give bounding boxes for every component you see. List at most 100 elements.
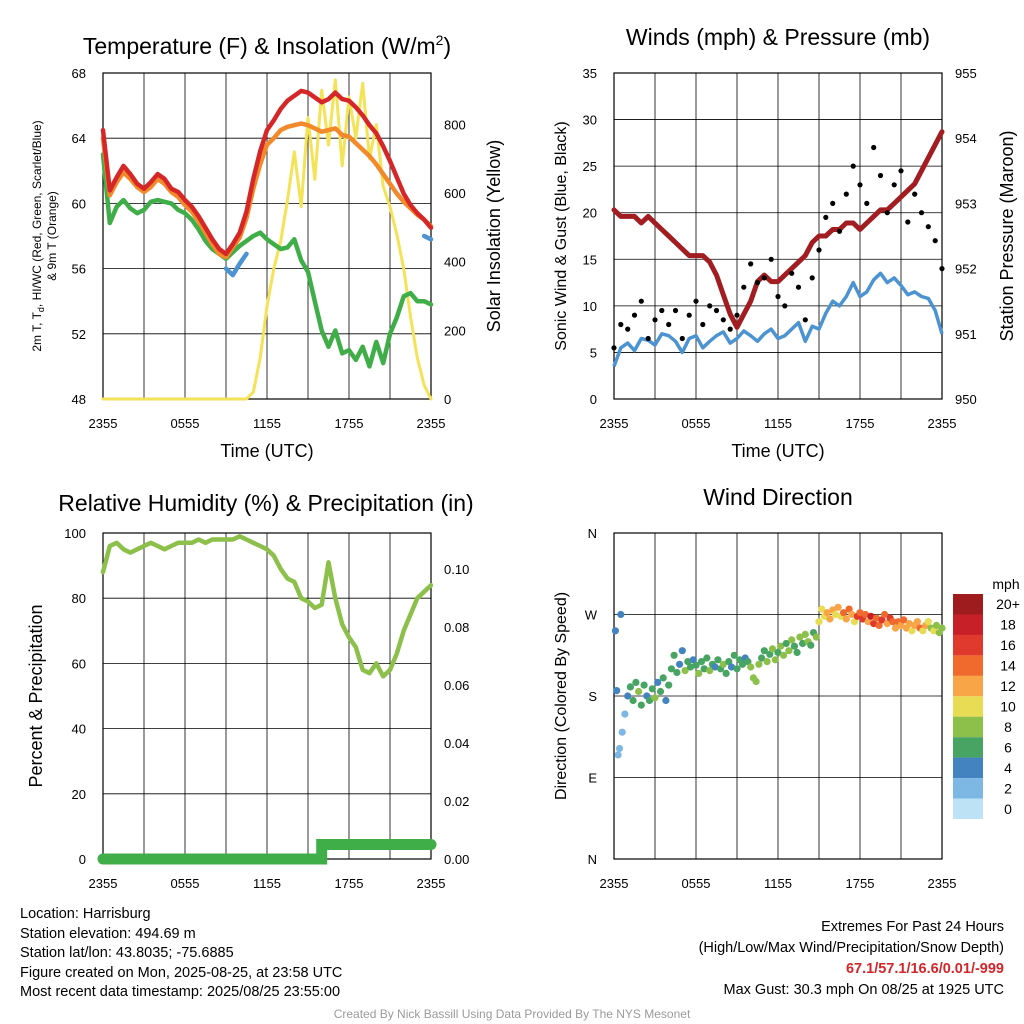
temp-y2-tick-label: 400 xyxy=(444,255,466,270)
wind-y-label: Sonic Wind & Gust (Blue, Black) xyxy=(553,121,570,350)
dir-point xyxy=(613,687,621,695)
rh-x-tick-label: 2355 xyxy=(89,876,118,891)
wind-gust-point xyxy=(932,238,938,244)
dir-point xyxy=(695,669,703,678)
dir-legend-swatch xyxy=(953,655,983,676)
dir-point xyxy=(834,603,842,611)
dir-point xyxy=(774,648,782,657)
dir-point xyxy=(842,615,850,623)
dir-point xyxy=(686,663,695,671)
dir-point xyxy=(779,651,788,659)
wind-gust-point xyxy=(768,256,774,262)
rh-y2-tick-label: 0.04 xyxy=(444,736,469,751)
dir-point xyxy=(667,665,676,673)
wind-gust-point xyxy=(782,303,788,309)
dir-point xyxy=(801,630,809,639)
wind-gust-point xyxy=(830,200,836,206)
wind-gust-point xyxy=(672,307,679,314)
wind-gust-point xyxy=(864,200,870,206)
wind-gust-point xyxy=(727,326,733,332)
dir-point xyxy=(733,665,741,673)
wind-gust-point xyxy=(857,182,863,188)
dir-panel-title: Wind Direction xyxy=(703,484,853,510)
temp-y-tick-label: 68 xyxy=(72,66,86,81)
dir-point xyxy=(635,687,643,696)
extremes-title: Extremes For Past 24 Hours xyxy=(821,919,1004,935)
dir-point xyxy=(752,677,760,686)
wind-gust-point xyxy=(741,284,747,290)
rh-x-tick-label: 1755 xyxy=(335,876,364,891)
dir-point xyxy=(905,620,913,628)
dir-point xyxy=(618,728,626,736)
dir-legend-label: 18 xyxy=(1000,617,1016,633)
dir-point xyxy=(659,674,667,682)
dir-point xyxy=(697,658,706,666)
rh-y-tick-label: 40 xyxy=(72,722,86,737)
dir-point xyxy=(815,618,823,626)
dir-point xyxy=(845,605,853,613)
dir-point xyxy=(648,685,656,693)
wind-x-tick-label: 1755 xyxy=(846,416,875,431)
wind-gust-point xyxy=(638,298,644,304)
station-location: Location: Harrisburg xyxy=(20,906,151,922)
dir-legend-swatch xyxy=(953,696,983,717)
wind-gust-point xyxy=(631,312,638,318)
dir-legend-label: 16 xyxy=(1000,637,1016,653)
wind-gust-point xyxy=(754,280,761,286)
wind-gust-point xyxy=(618,321,624,328)
dir-point xyxy=(777,642,785,650)
wind-panel-title: Winds (mph) & Pressure (mb) xyxy=(626,24,930,50)
rh-series-precipitation xyxy=(97,839,437,865)
temp-y-tick-label: 64 xyxy=(72,131,86,146)
dir-point xyxy=(771,656,779,664)
rh-series-relative-humidity xyxy=(100,534,434,679)
dir-point xyxy=(656,687,665,696)
wind-y-tick-label: 0 xyxy=(590,392,597,407)
wind-series-station-pressure xyxy=(611,129,945,330)
temp-y-tick-label: 52 xyxy=(72,327,86,342)
dir-point xyxy=(714,656,722,664)
temp-y2-tick-label: 600 xyxy=(444,186,466,201)
dir-point xyxy=(689,656,697,664)
rh-y-label: Percent & Precipitation xyxy=(26,604,46,787)
rh-y-tick-label: 60 xyxy=(72,656,86,671)
wind-y2-tick-label: 950 xyxy=(955,392,977,407)
wind-y-tick-label: 10 xyxy=(583,299,597,314)
temp-plot-frame xyxy=(102,72,432,400)
dir-point xyxy=(812,633,820,641)
dir-y-label: Direction (Colored By Speed) xyxy=(553,592,570,800)
dir-legend-swatch xyxy=(953,594,983,615)
dir-x-tick-label: 1755 xyxy=(846,876,875,891)
wind-gust-point xyxy=(823,214,829,220)
dir-point xyxy=(768,645,777,653)
credit-line: Created By Nick Bassill Using Data Provi… xyxy=(333,1007,691,1021)
dir-point xyxy=(632,678,640,687)
dir-point xyxy=(755,660,763,668)
temp-y-tick-label: 60 xyxy=(72,196,86,211)
dir-point xyxy=(760,647,768,655)
dir-point xyxy=(684,658,692,666)
wind-gust-point xyxy=(775,293,781,300)
wind-gust-point xyxy=(700,321,706,328)
wind-gust-point xyxy=(836,228,843,234)
dir-legend-swatch xyxy=(953,757,983,779)
dir-point xyxy=(790,642,799,650)
wind-y-tick-label: 20 xyxy=(583,206,597,221)
dir-legend-swatch xyxy=(953,778,983,799)
wind-x-tick-label: 2355 xyxy=(928,416,957,431)
temp-series-solar-insolation xyxy=(101,78,433,401)
dir-point xyxy=(673,668,681,677)
dir-point xyxy=(924,618,932,626)
dir-legend-swatch xyxy=(953,716,983,738)
wind-plot-frame xyxy=(613,72,943,400)
dir-point xyxy=(908,627,916,635)
wind-gust-point xyxy=(877,172,884,179)
dir-point xyxy=(883,620,891,628)
dir-point xyxy=(645,696,654,705)
wind-gust-point xyxy=(884,210,890,216)
rh-y2-tick-label: 0.10 xyxy=(444,562,469,577)
dir-y-tick-label: N xyxy=(588,526,597,541)
wind-gust-point xyxy=(707,303,713,309)
rh-x-tick-label: 2355 xyxy=(417,876,446,891)
temp-series-hi-wc xyxy=(223,233,434,278)
